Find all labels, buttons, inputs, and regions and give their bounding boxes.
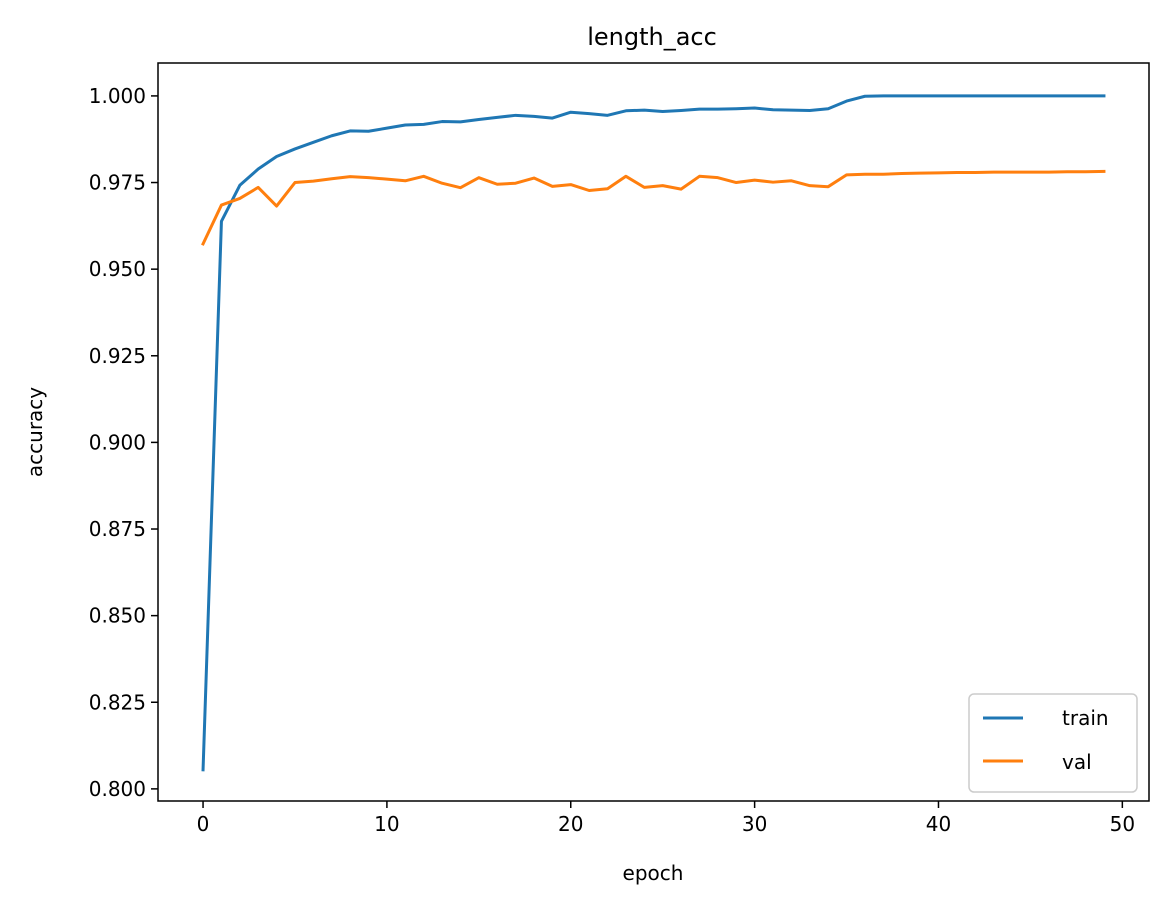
series-line-train	[201, 94, 1106, 772]
x-axis: 0 10 20 30 40 50	[197, 801, 1135, 836]
x-tick-label: 20	[558, 812, 583, 836]
x-axis-label: epoch	[623, 861, 684, 885]
x-tick-label: 10	[374, 812, 399, 836]
y-tick-label: 1.000	[89, 84, 146, 108]
y-tick-label: 0.950	[89, 257, 146, 281]
x-tick-label: 40	[926, 812, 951, 836]
y-tick-label: 0.825	[89, 690, 146, 714]
chart-title: length_acc	[587, 23, 717, 51]
y-tick-label: 0.900	[89, 430, 146, 454]
x-tick-label: 30	[742, 812, 767, 836]
legend-label-val: val	[1062, 750, 1092, 774]
x-tick-label: 50	[1110, 812, 1135, 836]
series-line-val	[201, 169, 1106, 246]
y-axis: 0.800 0.825 0.850 0.875 0.900 0.925 0.950 0.975…	[89, 84, 158, 801]
legend-label-train: train	[1062, 706, 1109, 730]
y-tick-label: 0.875	[89, 517, 146, 541]
legend-box	[968, 693, 1138, 793]
y-axis-label: accuracy	[23, 387, 47, 477]
x-tick-label: 0	[197, 812, 210, 836]
series-group	[201, 94, 1106, 772]
plot-area	[157, 62, 1150, 802]
y-tick-label: 0.800	[89, 777, 146, 801]
y-tick-label: 0.975	[89, 171, 146, 195]
legend: train val	[968, 693, 1138, 793]
y-tick-label: 0.925	[89, 344, 146, 368]
y-tick-label: 0.850	[89, 604, 146, 628]
